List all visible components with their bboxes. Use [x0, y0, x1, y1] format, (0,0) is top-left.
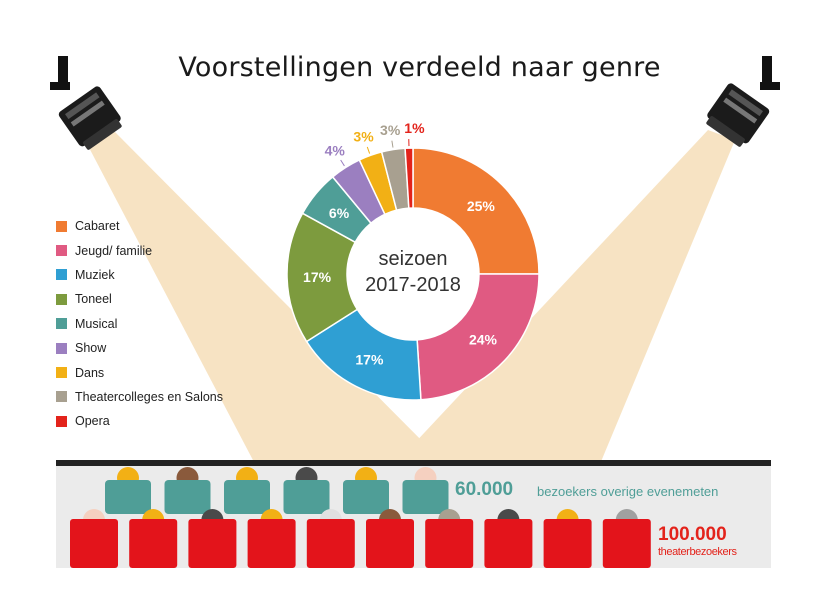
red-seat	[306, 519, 355, 568]
audience	[70, 467, 651, 568]
green-seat	[283, 480, 330, 514]
legend-item-3: Toneel	[56, 287, 223, 311]
right-spotlight-icon	[706, 56, 780, 147]
other-events-number: 60.000	[455, 479, 514, 500]
legend-label: Dans	[75, 365, 105, 380]
legend-label: Opera	[75, 414, 110, 429]
green-seat	[224, 480, 270, 514]
legend-label: Musical	[75, 316, 118, 331]
legend-item-7: Theatercolleges en Salons	[56, 385, 223, 409]
stage-edge	[56, 460, 771, 466]
red-seat	[188, 519, 237, 568]
legend-label: Cabaret	[75, 219, 120, 234]
legend-swatch	[56, 318, 67, 330]
legend-item-0: Cabaret	[56, 214, 223, 238]
donut-slice-label-8: 1%	[404, 120, 425, 136]
page-title: Voorstellingen verdeeld naar genre	[178, 52, 661, 83]
legend-swatch	[56, 269, 67, 281]
legend-item-2: Muziek	[56, 263, 223, 287]
green-seat	[105, 480, 151, 514]
legend-label: Toneel	[75, 292, 112, 307]
donut-slice-label-6: 3%	[353, 129, 374, 145]
red-seat	[543, 519, 592, 568]
legend-swatch	[56, 342, 67, 354]
red-seat	[70, 519, 118, 568]
donut-slice-8	[404, 147, 414, 209]
donut-slice-label-4: 6%	[329, 205, 350, 221]
green-seat	[343, 480, 389, 514]
legend-label: Muziek	[75, 267, 115, 282]
legend-item-1: Jeugd/ familie	[56, 238, 223, 262]
legend-item-6: Dans	[56, 360, 223, 384]
donut-leader-line-6	[366, 146, 371, 154]
legend-swatch	[56, 367, 67, 379]
donut-slice-label-3: 17%	[303, 269, 332, 285]
donut-slice-label-1: 24%	[469, 332, 498, 348]
donut-slice-label-5: 4%	[325, 143, 346, 159]
donut-slice-label-2: 17%	[355, 352, 384, 368]
center-label-season: seizoen	[379, 248, 448, 270]
other-events-text: bezoekers overige evenemeten	[537, 484, 719, 499]
red-seat	[425, 519, 474, 568]
theatre-visitors-number: 100.000	[658, 524, 727, 545]
legend-swatch	[56, 415, 67, 427]
green-seat	[164, 480, 211, 514]
donut-leader-line-5	[340, 159, 345, 167]
legend-swatch	[56, 391, 67, 403]
donut-chart: 25%24%17%17%6%4%3% 3% 1%	[286, 120, 540, 401]
donut-leader-line-7	[391, 140, 394, 148]
donut-slice-label-0: 25%	[467, 198, 496, 214]
legend-label: Jeugd/ familie	[75, 243, 153, 258]
legend: Cabaret Jeugd/ familie Muziek Toneel Musical…	[56, 214, 223, 434]
red-seat	[129, 519, 178, 568]
legend-swatch	[56, 220, 67, 232]
donut-slice-label-7: 3%	[380, 122, 401, 138]
red-seat	[602, 519, 651, 568]
center-label-year: 2017-2018	[365, 274, 461, 296]
legend-swatch	[56, 293, 67, 305]
legend-item-5: Show	[56, 336, 223, 360]
red-seat	[247, 519, 296, 568]
red-seat	[366, 519, 414, 568]
left-spotlight-icon	[50, 56, 122, 150]
green-seat	[402, 480, 449, 514]
donut-slice-1	[416, 273, 540, 401]
legend-item-8: Opera	[56, 409, 223, 433]
legend-label: Show	[75, 341, 107, 356]
donut-slice-0	[412, 147, 540, 275]
red-seat	[484, 519, 533, 568]
legend-swatch	[56, 245, 67, 257]
theatre-visitors-text: theaterbezoekers	[658, 546, 737, 558]
legend-item-4: Musical	[56, 312, 223, 336]
legend-label: Theatercolleges en Salons	[75, 389, 224, 404]
